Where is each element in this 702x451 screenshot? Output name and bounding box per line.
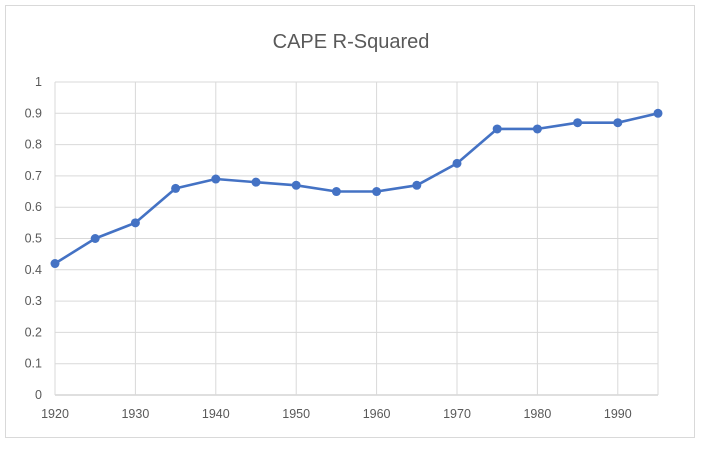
- x-axis-ticks: 1920 1930 1940 1950 1960 1970 1980 1990: [41, 407, 632, 421]
- data-point: [412, 180, 422, 190]
- data-point: [130, 218, 140, 228]
- data-point: [331, 187, 341, 197]
- series-line: [54, 112, 659, 265]
- data-point: [452, 158, 462, 168]
- y-tick-label: 0.6: [25, 200, 42, 214]
- y-tick-label: 0.7: [25, 169, 42, 183]
- y-tick-label: 0.2: [25, 325, 42, 339]
- data-point: [251, 177, 261, 187]
- x-tick-label: 1990: [604, 407, 632, 421]
- data-point: [171, 183, 181, 193]
- data-point: [211, 174, 221, 184]
- data-point: [573, 118, 583, 128]
- chart-title: CAPE R-Squared: [273, 31, 430, 53]
- y-tick-label: 0.8: [25, 138, 42, 152]
- x-tick-label: 1950: [282, 407, 310, 421]
- x-tick-label: 1980: [523, 407, 551, 421]
- gridlines: [54, 81, 659, 396]
- y-tick-label: 0.9: [25, 106, 42, 120]
- x-tick-label: 1960: [363, 407, 391, 421]
- data-point: [372, 187, 382, 197]
- data-point: [492, 124, 502, 134]
- y-tick-label: 0.4: [25, 263, 42, 277]
- data-point: [653, 108, 663, 118]
- y-axis-ticks: 0 0.1 0.2 0.3 0.4 0.5 0.6 0.7 0.8 0.9 1: [25, 75, 42, 402]
- data-point: [532, 124, 542, 134]
- data-point: [613, 118, 623, 128]
- data-point: [90, 234, 100, 243]
- y-tick-label: 0.5: [25, 232, 42, 246]
- y-tick-label: 1: [35, 75, 42, 89]
- x-tick-label: 1930: [121, 407, 149, 421]
- y-tick-label: 0.1: [25, 357, 42, 371]
- chart-frame: [5, 5, 695, 438]
- data-point: [50, 259, 60, 269]
- y-tick-label: 0: [35, 388, 42, 402]
- x-tick-label: 1940: [202, 407, 230, 421]
- data-point: [291, 180, 301, 190]
- y-tick-label: 0.3: [25, 294, 42, 308]
- x-tick-label: 1920: [41, 407, 69, 421]
- x-tick-label: 1970: [443, 407, 471, 421]
- series-group: [50, 108, 663, 269]
